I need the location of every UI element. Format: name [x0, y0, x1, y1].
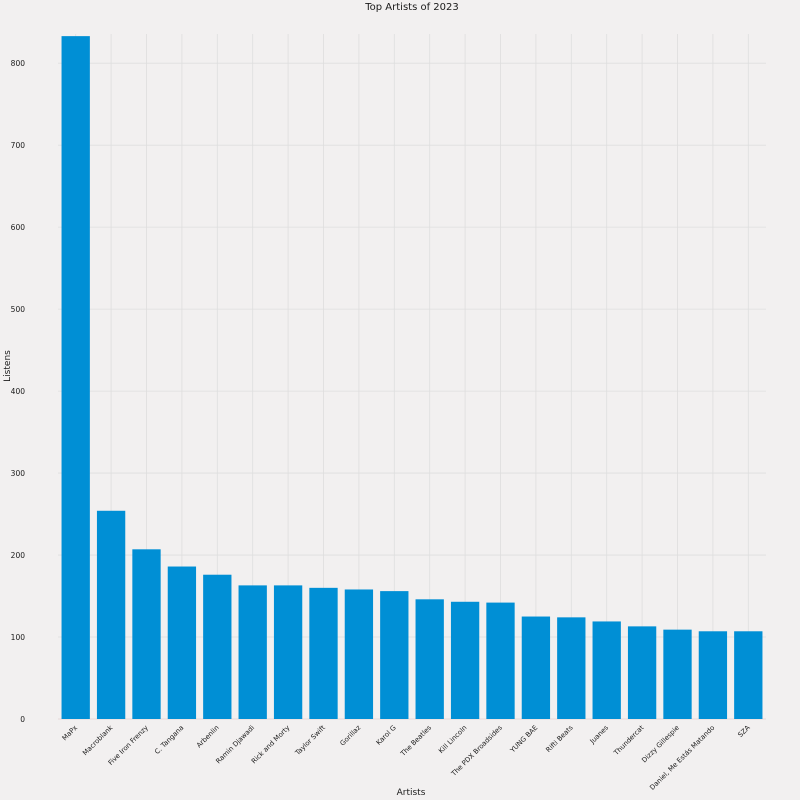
bar	[132, 549, 161, 719]
bar	[486, 602, 515, 719]
y-axis-label: Listens	[3, 350, 13, 382]
bar	[380, 591, 409, 719]
bar	[415, 599, 444, 719]
bar	[592, 621, 621, 719]
x-axis-label: Artists	[397, 788, 426, 798]
bar	[698, 631, 728, 719]
bar	[167, 566, 197, 719]
bar	[309, 587, 338, 719]
bar	[96, 510, 126, 719]
y-tick-label: 500	[11, 305, 26, 314]
y-tick-label: 300	[11, 469, 26, 478]
bars	[61, 36, 763, 719]
bar	[521, 616, 551, 719]
y-tick-label: 800	[11, 59, 26, 68]
bar	[273, 585, 303, 719]
bar	[734, 631, 763, 719]
y-tick-labels: 0 100 200 300 400 500 600 700 800	[11, 59, 26, 724]
bar	[450, 601, 480, 719]
y-tick-label: 700	[11, 141, 26, 150]
y-tick-label: 100	[11, 633, 26, 642]
bar	[203, 574, 232, 719]
y-tick-label: 0	[20, 715, 25, 724]
bar	[627, 626, 657, 719]
y-tick-label: 400	[11, 387, 26, 396]
y-tick-label: 600	[11, 223, 26, 232]
bar	[61, 36, 90, 719]
bar	[344, 589, 374, 719]
bar	[238, 585, 267, 719]
chart-title: Top Artists of 2023	[364, 2, 459, 13]
bar	[557, 617, 586, 719]
bar	[663, 629, 692, 719]
y-tick-label: 200	[11, 551, 26, 560]
